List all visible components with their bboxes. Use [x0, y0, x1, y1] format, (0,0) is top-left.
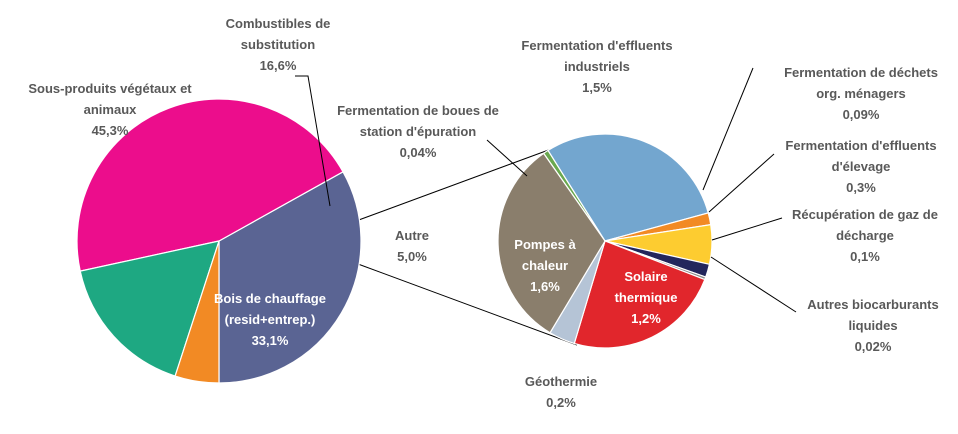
main-slice-bois-de-chauffage-resid-entrep [218, 170, 362, 384]
label-autres-biocarburants: Autres biocarburants liquides 0,02% [807, 297, 938, 354]
leader-line [708, 153, 775, 213]
label-fermentation-effluents-industriels: Fermentation d'effluents industriels 1,5% [521, 38, 672, 95]
secondary-slice-fermentation-d-effluents-industriels [547, 133, 709, 242]
leader-line [710, 256, 797, 313]
leader-line [295, 75, 331, 207]
leader-line [711, 217, 783, 241]
label-combustibles-de-substitution: Combustibles de substitution 16,6% [226, 16, 331, 73]
main-slice-autre [174, 240, 220, 384]
label-fermentation-effluents-elevage: Fermentation d'effluents d'élevage 0,3% [785, 138, 936, 195]
label-sous-produits: Sous-produits végétaux et animaux 45,3% [28, 81, 192, 138]
label-autre: Autre 5,0% [395, 228, 429, 264]
connector-line-bottom [357, 263, 578, 346]
label-solaire-thermique: Solaire thermique 1,2% [615, 269, 678, 326]
label-geothermie: Géothermie 0,2% [525, 374, 597, 410]
label-fermentation-dechets: Fermentation de déchets org. ménagers 0,09… [784, 65, 938, 122]
main-slice-combustibles-de-substitution [79, 240, 220, 377]
secondary-slice-pompes-a-chaleur [497, 152, 606, 334]
label-recuperation-gaz: Récupération de gaz de décharge 0,1% [792, 207, 938, 264]
label-bois-de-chauffage: Bois de chauffage (resid+entrep.) 33,1% [214, 291, 326, 348]
connector-line-top [355, 140, 574, 222]
main-slice-sous-produits-vegetaux-et-animaux [76, 98, 344, 272]
label-fermentation-boues: Fermentation de boues de station d'épurat… [337, 103, 499, 160]
leader-line [486, 139, 528, 177]
secondary-slice-solaire-thermique [573, 240, 706, 349]
leader-line [702, 67, 754, 191]
label-pompes-a-chaleur: Pompes à chaleur 1,6% [514, 237, 576, 294]
